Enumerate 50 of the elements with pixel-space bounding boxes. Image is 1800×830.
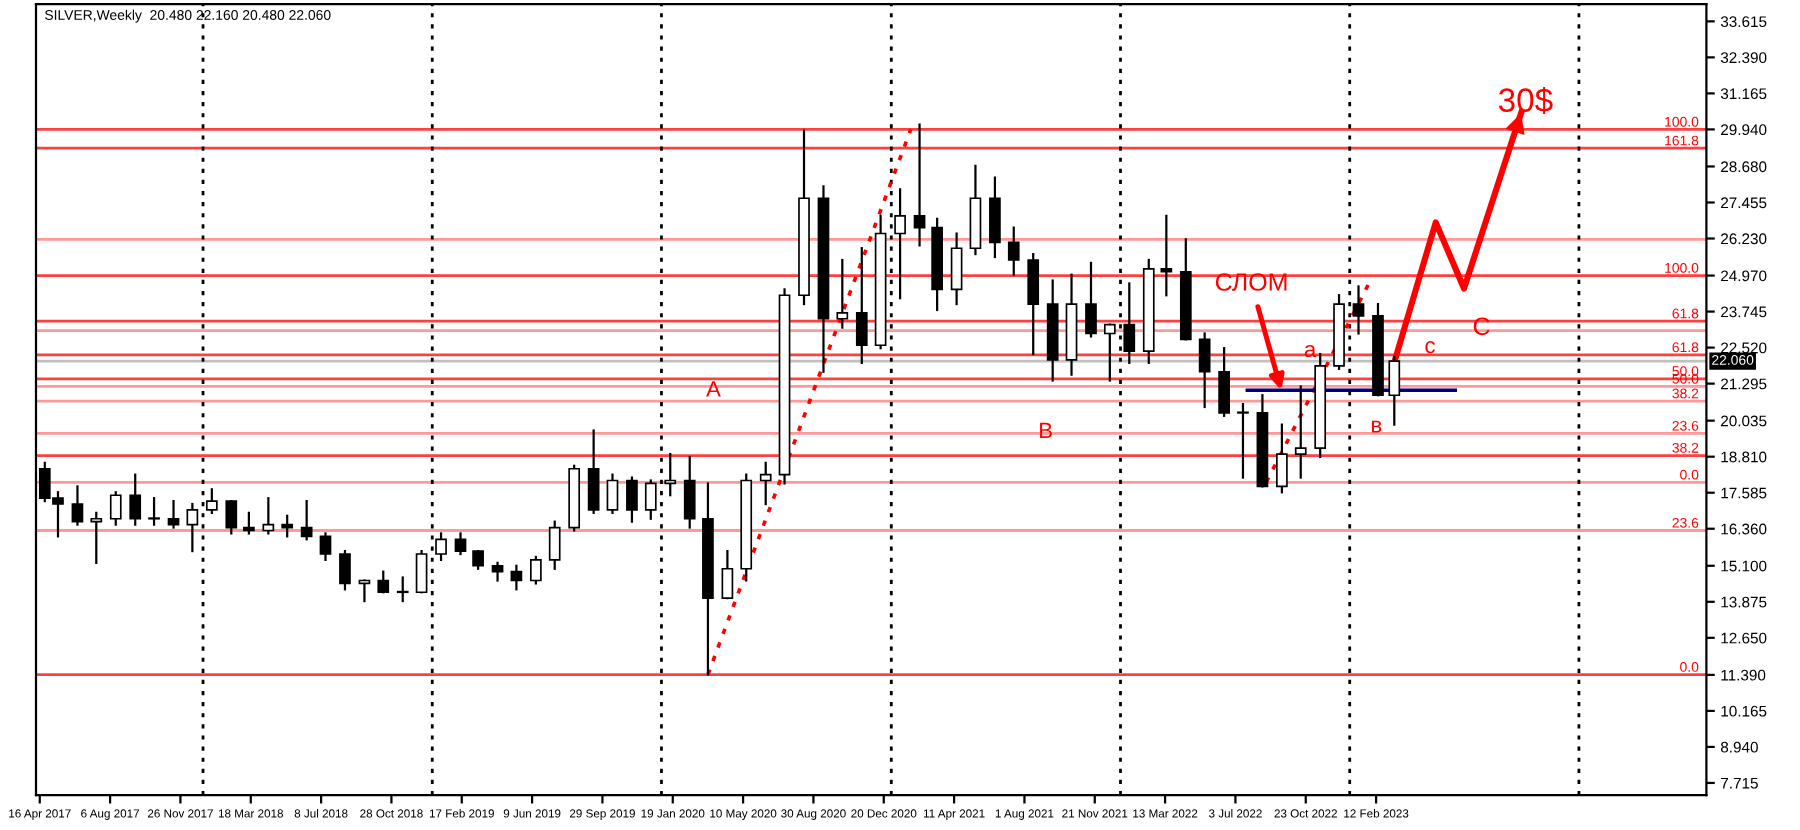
candlestick [90,511,103,564]
candlestick [319,532,332,562]
candlestick [454,532,467,556]
candlestick [415,549,428,594]
candlestick [759,461,772,506]
candlestick [396,576,409,603]
candlestick [300,499,313,541]
candlestick [721,549,734,600]
candlestick [129,473,142,526]
annotation: СЛОМ [1215,273,1287,291]
annotation: 30$ [1498,86,1553,114]
candlestick [855,247,868,364]
candlestick [1388,355,1401,426]
candlestick [339,549,351,591]
candlestick [606,473,619,514]
candlestick [1294,385,1307,479]
annotation: в [1371,420,1382,433]
candlestick [683,455,696,529]
candlestick [109,491,122,526]
candlestick [836,258,849,329]
candlestick [148,497,160,526]
candlestick [913,123,926,247]
candlestick [186,502,199,553]
candlestick [225,499,238,535]
candlestick [950,232,963,306]
candlestick [626,476,638,523]
candlestick [587,429,600,514]
candlestick [71,485,84,526]
candlestick [989,176,1001,259]
candlestick [1237,402,1249,479]
candlestick [262,497,275,535]
annotation: A [706,381,721,397]
candlestick [510,564,523,591]
candlestick [1160,214,1173,297]
candlestick [167,499,180,529]
candlestick [281,514,294,538]
candlestick [1027,252,1040,356]
candlestick [1276,423,1288,494]
candlestick [1198,332,1211,409]
candlestick [377,570,390,594]
candlestick [1007,226,1020,276]
candlestick [548,520,561,570]
candlestick [530,555,542,585]
candlestick [1218,347,1230,417]
candlestick [243,511,255,535]
annotation: c [1425,341,1435,354]
candlestick [491,561,504,582]
candlestick [1085,261,1097,338]
annotation: C [1473,317,1490,336]
annotation: B [1040,422,1052,439]
